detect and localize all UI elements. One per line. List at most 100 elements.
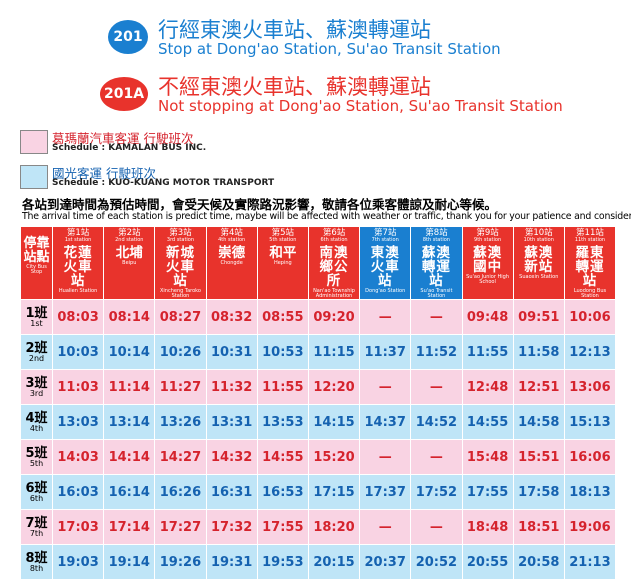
time-cell: 09:48: [461, 299, 514, 336]
time-cell: 16:03: [51, 474, 105, 511]
legend-en: Schedule : KAMALAN BUS INC.: [52, 143, 207, 153]
time-cell: 14:27: [154, 439, 207, 476]
time-cell: 14:55: [256, 439, 309, 476]
station-cell: 第9站 9th station 蘇澳國中 Su'ao Junior High Scho…: [461, 225, 514, 301]
station-cell: 第7站 7th station 東澳火車站 Dong'ao Station: [359, 225, 412, 301]
time-cell: 18:48: [461, 509, 514, 546]
time-cell: 11:14: [103, 369, 156, 406]
station-stop-en: 5th station: [269, 236, 297, 243]
time-cell: 09:51: [512, 299, 565, 336]
station-en: Luodong Bus Station: [573, 288, 607, 300]
station-stop: 第4站: [220, 228, 243, 238]
station-zh: 蘇澳新站: [524, 244, 554, 275]
row-header: 1班 1st: [20, 299, 53, 336]
time-cell: 10:03: [51, 334, 105, 371]
time-cell: —: [410, 369, 463, 406]
time-cell: 17:55: [461, 474, 514, 511]
station-cell: 第4站 4th station 崇德 Chongde: [205, 225, 258, 301]
time-cell: 14:52: [410, 404, 463, 441]
time-cell: 11:55: [461, 334, 514, 371]
row-zh: 1班: [25, 305, 48, 321]
station-en: Chongde: [220, 259, 243, 266]
time-cell: 11:27: [154, 369, 207, 406]
station-en: Nan'ao Township Administration: [313, 288, 355, 300]
station-en: Suaoxin Station: [519, 273, 559, 280]
time-cell: —: [410, 509, 463, 546]
station-stop: 第2站: [118, 228, 141, 238]
station-cell: 第3站 3rd station 新城火車站 Xincheng Taroko Stati…: [154, 225, 207, 301]
row-header: 2班 2nd: [20, 334, 53, 371]
row-en: 1st: [30, 318, 43, 328]
row-header: 7班 7th: [20, 509, 53, 546]
station-stop: 第1站: [66, 228, 90, 238]
corner-zh: 停靠站點: [23, 236, 50, 265]
time-cell: 13:31: [205, 404, 258, 441]
time-cell: 11:37: [359, 334, 412, 371]
station-en: Su'ao Transit Station: [420, 288, 453, 300]
row-en: 5th: [29, 458, 44, 468]
row-en: 4th: [29, 423, 44, 433]
corner-cell: 停靠站點 City Bus Stop: [20, 225, 53, 301]
time-cell: 17:27: [154, 509, 207, 546]
time-cell: 11:52: [410, 334, 463, 371]
station-stop-en: 3rd station: [166, 236, 195, 243]
time-cell: 08:55: [256, 299, 309, 336]
station-cell: 第11站 11th station 羅東轉運站 Luodong Bus Station: [563, 225, 617, 301]
station-cell: 第10站 10th station 蘇澳新站 Suaoxin Station: [512, 225, 565, 301]
time-cell: 08:27: [154, 299, 207, 336]
time-cell: 17:55: [256, 509, 309, 546]
station-zh: 蘇澳轉運站: [421, 244, 451, 289]
route-zh: 行經東澳火車站、蘇澳轉運站: [158, 18, 431, 42]
station-cell: 第1站 1st station 花蓮火車站 Hualien Station: [51, 225, 105, 301]
time-cell: 19:06: [563, 509, 617, 546]
row-en: 8th: [29, 563, 44, 573]
time-cell: 17:15: [307, 474, 361, 511]
station-zh: 崇德: [218, 244, 246, 261]
schedule-row: 3班 3rd 11:03 11:14 11:27 11:32 11:55 12:20— —12:…: [20, 369, 617, 406]
row-zh: 5班: [25, 445, 48, 461]
row-header: 8班 8th: [20, 544, 53, 581]
time-cell: 14:37: [359, 404, 412, 441]
time-cell: 14:32: [205, 439, 258, 476]
time-cell: 17:37: [359, 474, 412, 511]
station-zh: 南澳鄉公所: [319, 244, 349, 289]
time-cell: 11:32: [205, 369, 258, 406]
time-cell: 20:52: [410, 544, 463, 581]
schedule-row: 6班 6th 16:03 16:14 16:26 16:31 16:53 17:15 17:37…: [20, 474, 617, 511]
time-cell: 21:13: [563, 544, 617, 581]
time-cell: 13:03: [51, 404, 105, 441]
time-cell: 10:06: [563, 299, 617, 336]
time-cell: 12:13: [563, 334, 617, 371]
time-cell: 12:51: [512, 369, 565, 406]
station-zh: 北埔: [115, 244, 143, 261]
station-stop: 第8站: [425, 228, 448, 238]
time-cell: 10:53: [256, 334, 309, 371]
time-cell: 09:20: [307, 299, 361, 336]
time-cell: —: [359, 369, 412, 406]
time-cell: 18:20: [307, 509, 361, 546]
time-cell: 12:20: [307, 369, 361, 406]
time-cell: 19:14: [103, 544, 156, 581]
time-cell: 13:06: [563, 369, 617, 406]
time-cell: 16:14: [103, 474, 156, 511]
station-stop: 第6站: [322, 228, 346, 238]
time-cell: 17:03: [51, 509, 105, 546]
route-en: Stop at Dong'ao Station, Su'ao Transit S…: [158, 40, 501, 58]
station-en: Dong'ao Station: [365, 288, 406, 295]
station-cell: 第5站 5th station 和平 Heping: [256, 225, 309, 301]
row-zh: 8班: [25, 550, 48, 566]
time-cell: 13:53: [256, 404, 309, 441]
station-stop: 第3站: [169, 228, 192, 238]
time-cell: —: [410, 439, 463, 476]
station-cell: 第2站 2nd station 北埔 Beipu: [103, 225, 156, 301]
station-en: Su'ao Junior High School: [466, 273, 509, 285]
time-cell: 19:03: [51, 544, 105, 581]
notice-zh: 各站到達時間為預估時間，會受天候及實際路況影響，敬請各位乘客體諒及耐心等候。: [22, 197, 498, 212]
time-cell: 10:26: [154, 334, 207, 371]
time-cell: —: [359, 439, 412, 476]
time-cell: 18:13: [563, 474, 617, 511]
station-stop-en: 1st station: [64, 236, 92, 243]
time-cell: 14:55: [461, 404, 514, 441]
time-cell: 11:55: [256, 369, 309, 406]
